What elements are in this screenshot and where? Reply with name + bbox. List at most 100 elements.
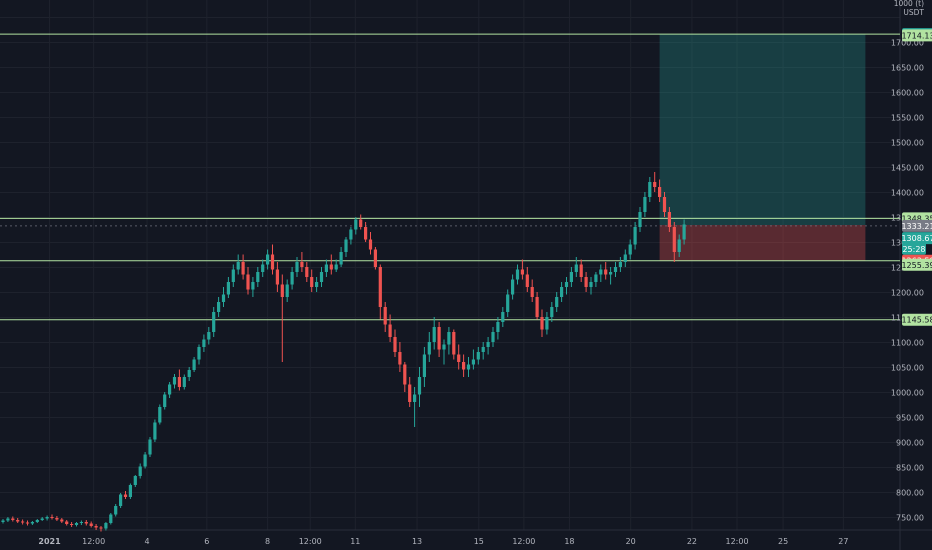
- candle-body: [84, 522, 88, 524]
- price-label-text: 1348.35: [901, 214, 932, 223]
- candle-body: [40, 518, 44, 520]
- y-axis-tick-label: 1200.00: [891, 289, 924, 298]
- candle-body: [682, 224, 686, 240]
- candle-body: [295, 262, 299, 272]
- candle-body: [422, 354, 426, 377]
- candle-body: [344, 239, 348, 252]
- y-axis-tick-label: 1100.00: [891, 339, 924, 348]
- candle-body: [11, 518, 15, 520]
- price-label-box: [902, 29, 932, 42]
- candlestick-series: [1, 172, 686, 532]
- candle-body: [334, 264, 338, 270]
- candle-body: [1, 520, 5, 522]
- candle-body: [261, 264, 265, 272]
- long-position-tool[interactable]: [659, 34, 866, 261]
- candle-body: [143, 454, 147, 467]
- candle-body: [70, 524, 74, 525]
- candle-body: [677, 239, 681, 252]
- price-label-text: 1255.39: [901, 261, 932, 270]
- stop-loss-zone[interactable]: [659, 225, 866, 261]
- candle-body: [74, 523, 79, 525]
- candle-body: [618, 262, 622, 267]
- candle-body: [481, 347, 485, 352]
- candle-body: [25, 522, 30, 524]
- candle-body: [653, 182, 657, 187]
- candle-body: [16, 520, 20, 522]
- price-label-text: 1333.21: [901, 222, 932, 231]
- candle-body: [643, 197, 647, 212]
- candle-body: [609, 272, 613, 275]
- y-axis-tick-label: 1550.00: [891, 114, 924, 123]
- candle-body: [408, 384, 412, 402]
- candle-body: [486, 342, 490, 347]
- candle-body: [55, 518, 59, 520]
- candle-body: [339, 252, 343, 265]
- candle-body: [579, 264, 583, 277]
- candle-body: [305, 267, 309, 277]
- price-label-box: [902, 242, 926, 255]
- x-axis-tick-label: 11: [350, 537, 360, 546]
- price-label-box: [902, 219, 932, 232]
- candle-body: [138, 466, 142, 476]
- x-axis-tick-label: 12:00: [725, 537, 748, 546]
- price-label-box: [902, 258, 932, 271]
- candle-body: [21, 521, 25, 523]
- candle-body: [515, 269, 520, 280]
- candle-body: [182, 377, 186, 387]
- candle-body: [251, 282, 255, 290]
- x-axis-tick-label: 8: [265, 537, 270, 546]
- candle-body: [104, 523, 108, 529]
- candle-body: [623, 254, 627, 262]
- candle-body: [50, 517, 54, 518]
- candle-body: [212, 312, 216, 332]
- candle-body: [285, 284, 289, 297]
- y-axis-tick-label: 800.00: [896, 489, 924, 498]
- x-axis-tick-label: 27: [838, 537, 848, 546]
- x-axis-tick-label: 13: [412, 537, 422, 546]
- candle-body: [648, 182, 652, 197]
- candle-body: [290, 272, 294, 285]
- horizontal-lines[interactable]: [0, 33, 900, 321]
- candle-body: [60, 519, 64, 522]
- candle-body: [65, 521, 69, 524]
- candle-body: [128, 485, 132, 497]
- time-axis[interactable]: 2021 12:00 4 6 8 12:00 11 13 15 12:00 18 20 22 12:00 2…: [38, 537, 848, 546]
- x-axis-tick-label: 25: [778, 537, 788, 546]
- candle-body: [89, 523, 93, 526]
- y-axis-tick-label: 1650.00: [891, 64, 924, 73]
- candle-body: [388, 324, 392, 337]
- candle-body: [329, 264, 333, 270]
- candle-body: [417, 377, 422, 395]
- price-labels: 1716.851714.131348.351333.211308.6725:28…: [901, 28, 932, 326]
- candle-body: [197, 347, 201, 360]
- candle-body: [378, 267, 382, 307]
- candle-body: [442, 344, 446, 350]
- candle-body: [266, 254, 270, 265]
- candle-body: [270, 254, 275, 270]
- candle-body: [545, 317, 549, 330]
- candle-body: [280, 284, 284, 297]
- candle-body: [432, 327, 436, 342]
- candle-body: [133, 476, 137, 485]
- x-axis-tick-label: 18: [564, 537, 574, 546]
- candle-body: [658, 187, 662, 197]
- candle-body: [207, 332, 211, 340]
- candle-body: [275, 269, 279, 285]
- candle-body: [315, 282, 319, 287]
- candle-body: [256, 272, 260, 282]
- candle-body: [226, 282, 230, 295]
- candle-body: [364, 227, 368, 240]
- take-profit-zone[interactable]: [659, 34, 866, 226]
- y-axis-tick-label: 1000.00: [891, 389, 924, 398]
- candle-body: [109, 514, 113, 523]
- candle-body: [633, 227, 637, 245]
- candle-body: [398, 352, 402, 365]
- candle-body: [354, 219, 358, 230]
- candle-body: [476, 352, 480, 360]
- x-axis-tick-label: 20: [626, 537, 636, 546]
- candle-body: [163, 394, 167, 407]
- y-axis-tick-label: 1400.00: [891, 189, 924, 198]
- candle-body: [359, 219, 363, 227]
